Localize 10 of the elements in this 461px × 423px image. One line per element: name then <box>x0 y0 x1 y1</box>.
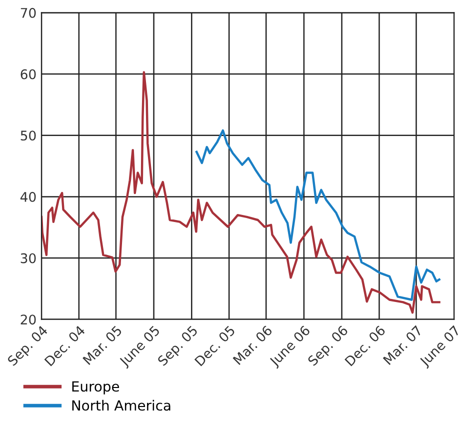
y-tick-label: 50 <box>20 130 36 141</box>
y-tick-label: 70 <box>20 8 36 18</box>
line-series <box>195 129 440 301</box>
y-tick-label: 30 <box>20 253 36 264</box>
line-series <box>41 71 440 314</box>
y-tick-label: 40 <box>20 192 36 202</box>
legend-label: Europe <box>72 381 120 394</box>
y-tick-label: 60 <box>20 69 36 80</box>
legend-label: North America <box>72 400 170 411</box>
y-tick-label: 20 <box>20 314 36 325</box>
